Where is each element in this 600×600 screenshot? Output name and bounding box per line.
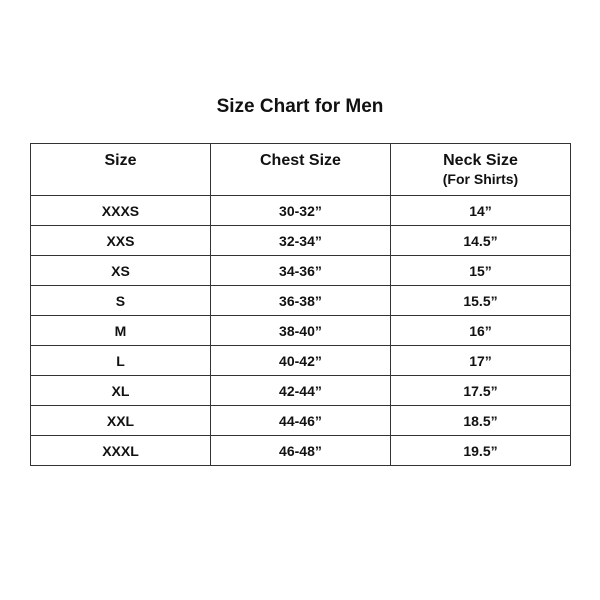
cell-chest: 34-36” [209,255,391,286]
table-row: XS 34-36” 15” [30,255,572,286]
cell-size: XS [30,255,211,286]
cell-chest: 46-48” [209,435,391,466]
table-row: XL 42-44” 17.5” [30,375,572,406]
cell-chest: 42-44” [209,375,391,406]
cell-neck: 19.5” [389,435,572,466]
table-row: M 38-40” 16” [30,315,572,346]
header-chest-label: Chest Size [260,152,341,169]
cell-neck: 14.5” [389,225,572,256]
cell-chest: 30-32” [209,195,391,226]
table-row: XXS 32-34” 14.5” [30,225,572,256]
header-chest: Chest Size [209,143,391,196]
cell-chest: 38-40” [209,315,391,346]
cell-size: L [30,345,211,376]
cell-chest: 32-34” [209,225,391,256]
header-row: Size Chest Size Neck Size (For Shirts) [30,143,572,196]
cell-size: M [30,315,211,346]
table-row: XXXS 30-32” 14” [30,195,572,226]
cell-chest: 40-42” [209,345,391,376]
cell-size: S [30,285,211,316]
cell-chest: 44-46” [209,405,391,436]
cell-neck: 15” [389,255,572,286]
cell-neck: 14” [389,195,572,226]
table-row: XXXL 46-48” 19.5” [30,435,572,466]
cell-chest: 36-38” [209,285,391,316]
table-row: L 40-42” 17” [30,345,572,376]
header-size-label: Size [104,152,137,169]
cell-neck: 16” [389,315,572,346]
cell-neck: 15.5” [389,285,572,316]
header-size: Size [30,143,211,196]
cell-size: XXL [30,405,211,436]
cell-neck: 18.5” [389,405,572,436]
header-neck-label: Neck Size [443,152,518,169]
page-title: Size Chart for Men [216,96,384,117]
cell-size: XXXS [30,195,211,226]
cell-size: XL [30,375,211,406]
table-row: S 36-38” 15.5” [30,285,572,316]
cell-size: XXXL [30,435,211,466]
header-neck: Neck Size (For Shirts) [389,143,572,196]
size-chart-table: Size Chest Size Neck Size (For Shirts) XX… [30,143,572,466]
table-row: XXL 44-46” 18.5” [30,405,572,436]
cell-size: XXS [30,225,211,256]
cell-neck: 17” [389,345,572,376]
cell-neck: 17.5” [389,375,572,406]
header-neck-sublabel: (For Shirts) [442,171,519,187]
